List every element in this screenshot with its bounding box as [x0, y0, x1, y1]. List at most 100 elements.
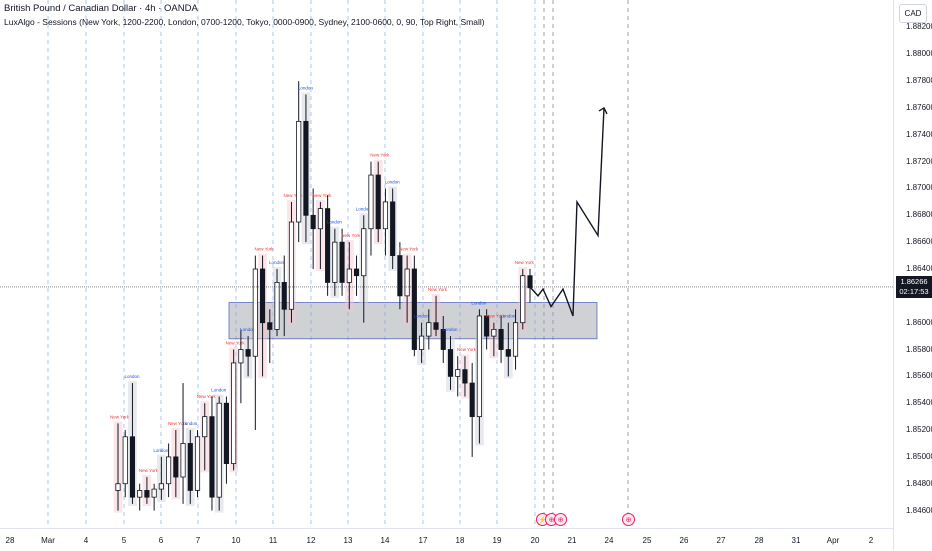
session-label-london: London — [356, 206, 372, 211]
candle-body — [419, 335, 425, 350]
time-tick: 2 — [868, 536, 874, 545]
session-label-london: London — [385, 179, 401, 184]
price-tick: 1.86600 — [906, 237, 932, 247]
time-tick: 7 — [195, 536, 201, 545]
candle-body — [259, 268, 266, 324]
price-tick: 1.85600 — [906, 371, 932, 381]
candle-body — [137, 490, 143, 498]
currency-button[interactable]: CAD — [899, 4, 927, 23]
candle-body — [310, 214, 316, 230]
session-label-newyork: New York — [110, 414, 130, 419]
candle-body — [173, 456, 179, 478]
price-tick: 1.85800 — [906, 344, 932, 354]
candle-body — [332, 241, 338, 283]
candle-body — [505, 349, 511, 357]
time-tick: 4 — [83, 536, 89, 545]
time-tick: 10 — [231, 536, 241, 545]
time-tick: 5 — [121, 536, 127, 545]
candle-body — [288, 221, 295, 310]
time-tick: 20 — [530, 536, 540, 545]
time-tick: 28 — [754, 536, 764, 545]
candle-body — [440, 328, 446, 350]
time-tick: 14 — [380, 536, 390, 545]
candle-body — [512, 322, 519, 357]
candle-body — [194, 436, 201, 491]
candle-body — [455, 369, 461, 377]
session-label-newyork: New York — [139, 468, 159, 473]
economic-event-icon[interactable]: ⊕ — [554, 513, 567, 526]
candle-body — [397, 255, 403, 297]
time-tick: 31 — [791, 536, 801, 545]
candle-body — [166, 456, 172, 485]
candle-body — [346, 268, 352, 283]
candle-body — [361, 228, 367, 277]
session-label-newyork: New York — [399, 247, 419, 252]
time-tick: Apr — [826, 536, 840, 545]
session-label-newyork: New York — [168, 421, 188, 426]
projection-path — [529, 107, 605, 317]
candle-body — [144, 490, 150, 498]
candle-body — [368, 174, 374, 230]
session-label-london: London — [298, 86, 314, 91]
candle-body — [462, 369, 468, 384]
time-tick: 21 — [567, 536, 577, 545]
candle-body — [202, 416, 208, 438]
candle-body — [216, 402, 222, 498]
price-tick: 1.88200 — [906, 22, 932, 32]
time-tick: Mar — [41, 536, 55, 545]
session-label-london: London — [269, 260, 285, 265]
session-label-newyork: New York — [226, 341, 246, 346]
candle-body — [498, 328, 504, 350]
candle-body — [491, 328, 497, 337]
candle-body — [281, 282, 287, 310]
symbol-title[interactable]: British Pound / Canadian Dollar · 4h · O… — [4, 3, 198, 14]
candle-body — [231, 362, 237, 465]
candle-body — [339, 241, 345, 283]
time-tick: 27 — [716, 536, 726, 545]
candle-body — [151, 488, 157, 498]
price-tick: 1.87600 — [906, 102, 932, 112]
candle-body — [447, 349, 454, 377]
session-label-london: London — [153, 448, 169, 453]
price-tick: 1.86000 — [906, 317, 932, 327]
session-label-newyork: New York — [370, 153, 390, 158]
session-label-newyork: New York — [312, 193, 332, 198]
price-tick: 1.85200 — [906, 425, 932, 435]
candle-body — [187, 443, 193, 491]
indicator-legend[interactable]: LuxAlgo - Sessions (New York, 1200-2200,… — [4, 17, 485, 27]
candle-body — [267, 322, 273, 330]
price-tick: 1.86800 — [906, 210, 932, 220]
session-label-newyork: New York — [486, 314, 506, 319]
economic-event-icon[interactable]: ⊕ — [622, 513, 635, 526]
bar-countdown: 02:17:53 — [899, 286, 929, 296]
candle-body — [317, 208, 323, 230]
candle-body — [274, 282, 280, 330]
session-label-london: London — [211, 388, 227, 393]
candle-body — [382, 201, 389, 230]
time-tick: 28 — [5, 536, 15, 545]
time-tick: 24 — [604, 536, 614, 545]
time-tick: 13 — [343, 536, 353, 545]
price-tick: 1.87200 — [906, 156, 932, 166]
time-tick: 12 — [306, 536, 316, 545]
candle-body — [527, 275, 533, 289]
time-tick: 26 — [679, 536, 689, 545]
candlestick-plot[interactable]: New York London New York London New York Lond… — [0, 0, 893, 528]
session-label-london: London — [240, 327, 256, 332]
session-label-london: London — [471, 300, 487, 305]
session-label-london: London — [327, 220, 343, 225]
candle-body — [520, 275, 526, 324]
candle-body — [223, 402, 229, 465]
chart-area[interactable]: New York London New York London New York Lond… — [0, 0, 893, 528]
candle-body — [469, 382, 475, 418]
price-tick: 1.88000 — [906, 49, 932, 59]
session-label-newyork: New York — [515, 260, 535, 265]
time-axis[interactable]: 28 Mar 4 5 6 7 10 11 12 13 14 17 18 19 20 21 24 25 26 27 28 3… — [0, 528, 893, 551]
time-tick: 17 — [418, 536, 428, 545]
candle-body — [252, 268, 258, 357]
price-tick: 1.84800 — [906, 478, 932, 488]
candle-body — [404, 268, 410, 297]
candle-body — [433, 322, 439, 330]
price-axis[interactable]: 1.88200 1.88000 1.87800 1.87600 1.87400 1.872… — [893, 0, 932, 550]
session-label-newyork: New York — [428, 287, 448, 292]
